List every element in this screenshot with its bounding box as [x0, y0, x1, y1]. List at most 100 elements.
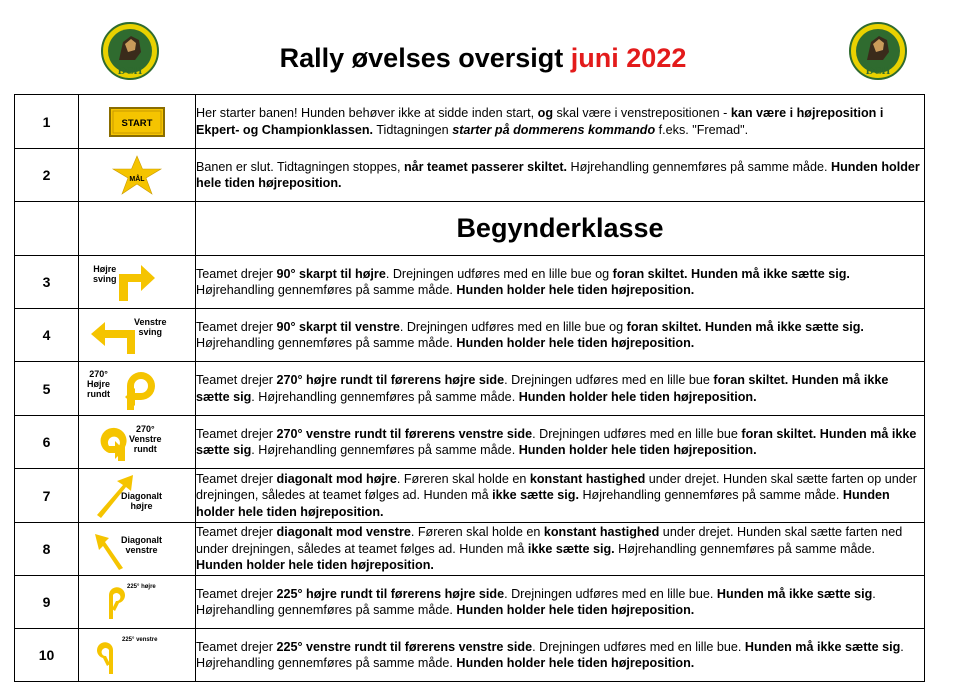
description-segment: Hunden holder hele tiden højreposition.: [518, 443, 757, 457]
dch-logo-right: DCH: [849, 22, 907, 80]
sign-label: 225° højre: [127, 584, 156, 590]
description-segment: Højrehandling gennemføres på samme måde.: [196, 336, 457, 350]
description-segment: foran skiltet. Hunden må ikke sætte sig: [196, 373, 889, 404]
row-description: Teamet drejer 225° venstre rundt til før…: [195, 628, 925, 682]
diagonal-venstre-sign: Diagonalt venstre: [78, 522, 196, 576]
description-segment: . Højrehandling gennemføres på samme måd…: [251, 389, 519, 404]
description-segment: 270° højre rundt til førerens højre side: [276, 373, 505, 388]
description-segment: Teamet drejer: [196, 471, 277, 486]
270-venstre-sign: 270° Venstre rundt: [78, 415, 196, 469]
description-segment: Teamet drejer: [196, 426, 277, 441]
sign-label: Diagonalt højre: [121, 491, 163, 511]
start-sign-icon: START: [109, 106, 165, 137]
table-row: 6 270° Venstre rundt Teamet drejer 270° ve…: [14, 415, 925, 469]
description-segment: Teamet drejer: [196, 639, 277, 654]
description-segment: Hunden holder hele tiden højreposition.: [196, 558, 434, 573]
table-row: 10 225° venstre Teamet drejer 225° venst…: [14, 628, 925, 682]
description-segment: 90° skarpt til venstre: [276, 319, 400, 334]
description-segment: . Drejningen udføres med en lille bue.: [504, 586, 717, 601]
description-segment: . Drejningen udføres med en lille bue: [532, 426, 742, 441]
exercise-table: 1 START Her starter banen! Hunden behøve…: [14, 94, 925, 682]
description-segment: . Føreren skal holde en: [396, 471, 530, 486]
diagonal-hojre-sign: Diagonalt højre: [78, 468, 196, 523]
description-segment: Tidtagningen: [373, 122, 453, 137]
description-segment: ikke sætte sig.: [527, 541, 615, 556]
description-segment: Teamet drejer: [196, 586, 277, 601]
sign-label: Højre sving: [93, 264, 117, 284]
start-sign: START: [78, 94, 196, 149]
venstre-sving-sign: Venstre sving: [78, 308, 196, 362]
description-segment: foran skiltet. Hunden må ikke sætte sig.: [612, 266, 850, 281]
row-description: Teamet drejer 90° skarpt til højre. Drej…: [195, 255, 925, 309]
description-segment: skal være i venstrepositionen -: [553, 106, 731, 121]
arrow-225-right-icon: [109, 587, 125, 619]
row-description: Teamet drejer 270° højre rundt til fører…: [195, 361, 925, 416]
description-segment: . Drejningen udføres med en lille bue og: [399, 319, 627, 334]
sign-label: Venstre sving: [134, 317, 167, 337]
description-segment: foran skiltet. Hunden må ikke sætte sig.: [626, 319, 864, 334]
description-segment: . Højrehandling gennemføres på samme måd…: [196, 586, 876, 617]
description-segment: Højrehandling gennemføres på samme måde.: [196, 283, 457, 297]
table-row: 4 Venstre sving Teamet drejer 90° skarpt …: [14, 308, 925, 362]
table-row: 3 Højre sving Teamet drejer 90° skarpt ti…: [14, 255, 925, 309]
description-segment: Hunden holder hele tiden højreposition.: [518, 389, 757, 404]
description-segment: Her starter banen! Hunden behøver ikke a…: [196, 106, 538, 121]
arrow-diagonal-left-icon: [95, 534, 123, 570]
description-segment: 225° højre rundt til førerens højre side: [276, 586, 505, 601]
description-segment: . Drejningen udføres med en lille bue.: [532, 639, 745, 654]
description-segment: . Drejningen udføres med en lille bue og: [385, 266, 613, 281]
description-segment: Højrehandling gennemføres på samme måde.: [578, 488, 843, 503]
description-segment: 270° venstre rundt til førerens venstre …: [276, 426, 533, 441]
description-segment: . Føreren skal holde en: [410, 525, 544, 540]
description-segment: Banen er slut. Tidtagningen stoppes,: [196, 159, 404, 174]
description-segment: Teamet drejer: [196, 266, 277, 281]
row-number: 2: [14, 148, 79, 202]
description-segment: foran skiltet. Hunden må ikke sætte sig: [196, 426, 917, 457]
description-segment: ikke sætte sig.: [492, 488, 579, 503]
sign-label: 270° Venstre rundt: [129, 424, 162, 454]
empty-cell: [78, 201, 196, 256]
page-title: Rally øvelses oversigt juni 2022: [0, 40, 966, 76]
arrow-turn-left-icon: [91, 322, 135, 354]
svg-text:DCH: DCH: [866, 65, 891, 77]
225-venstre-sign: 225° venstre: [78, 628, 196, 682]
row-number: 7: [14, 468, 79, 523]
225-hojre-sign: 225° højre: [78, 575, 196, 629]
description-segment: når teamet passerer skiltet.: [403, 159, 568, 174]
empty-cell: [14, 201, 79, 256]
row-number: 3: [14, 255, 79, 309]
row-number: 1: [14, 94, 79, 149]
svg-text:START: START: [122, 118, 153, 129]
description-segment: f.eks. "Fremad".: [655, 122, 749, 137]
description-segment: Hunden må ikke sætte sig: [744, 639, 901, 654]
title-date: juni 2022: [570, 43, 687, 73]
description-segment: Hunden holder hele tiden højreposition.: [196, 159, 920, 190]
description-segment: under drejet. Hunden skal sætte farten o…: [196, 471, 917, 503]
row-number: 10: [14, 628, 79, 682]
row-number: 8: [14, 522, 79, 576]
description-segment: 225° venstre rundt til førerens venstre …: [276, 639, 533, 654]
sign-label: 270° Højre rundt: [87, 369, 111, 399]
row-number: 9: [14, 575, 79, 629]
row-number: 6: [14, 415, 79, 469]
sign-label: 225° venstre: [122, 637, 158, 643]
description-segment: Teamet drejer: [196, 373, 277, 388]
section-title: Begynderklasse: [195, 201, 925, 256]
arrow-turn-right-icon: [119, 265, 155, 301]
mal-sign: MÅL: [78, 148, 196, 202]
description-segment: . Drejningen udføres med en lille bue: [504, 373, 714, 388]
row-number: 5: [14, 361, 79, 416]
description-segment: . Højrehandling gennemføres på samme måd…: [251, 443, 519, 457]
sign-label: Diagonalt venstre: [121, 535, 163, 555]
row-description: Teamet drejer 90° skarpt til venstre. Dr…: [195, 308, 925, 362]
table-row: 7 Diagonalt højre Teamet drejer diagonalt…: [14, 468, 925, 523]
description-segment: diagonalt mod venstre: [276, 525, 411, 540]
description-segment: og: [537, 106, 554, 121]
description-segment: Højrehandling gennemføres på samme måde.: [614, 541, 876, 556]
hojre-sving-sign: Højre sving: [78, 255, 196, 309]
arrow-diagonal-right-icon: [97, 474, 133, 518]
description-segment: Hunden holder hele tiden højreposition.: [456, 603, 695, 617]
description-segment: diagonalt mod højre: [276, 471, 397, 486]
table-row: 5 270° Højre rundt Teamet drejer 270° højr…: [14, 361, 925, 416]
dch-logo-left: DCH: [101, 22, 159, 80]
